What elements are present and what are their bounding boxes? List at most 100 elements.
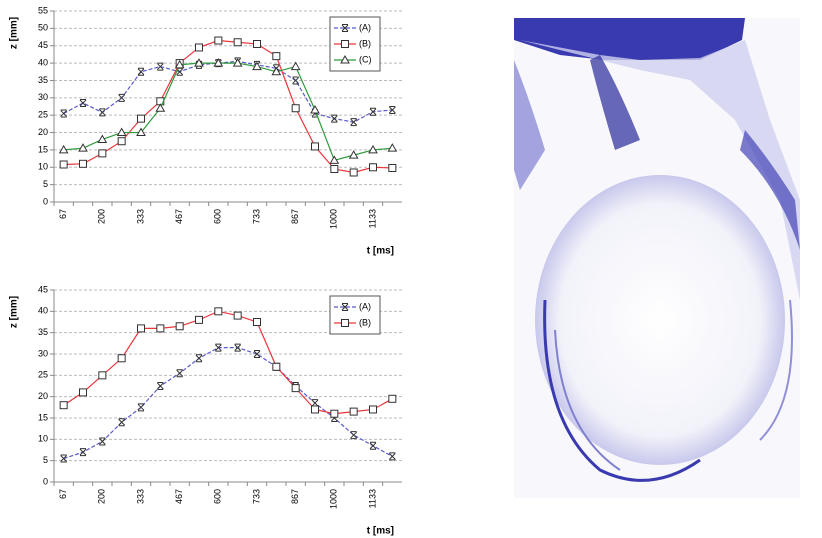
marker <box>78 143 88 152</box>
marker <box>310 104 320 114</box>
marker <box>349 407 358 416</box>
x-tick-label: 733 <box>251 209 261 224</box>
marker <box>234 343 242 352</box>
marker <box>60 454 68 463</box>
marker <box>232 58 243 67</box>
photo <box>514 18 800 498</box>
x-tick-label: 733 <box>251 489 261 504</box>
marker <box>341 303 349 311</box>
marker <box>330 409 339 418</box>
marker <box>214 343 222 352</box>
y-tick-label: 0 <box>43 196 48 206</box>
y-tick-label: 45 <box>38 284 48 294</box>
marker <box>311 142 319 151</box>
marker <box>272 52 281 61</box>
x-axis-label: t [ms] <box>367 526 394 537</box>
marker <box>176 67 184 76</box>
marker <box>116 127 127 137</box>
marker <box>350 118 358 127</box>
marker <box>340 54 350 64</box>
x-tick-label: 67 <box>58 209 68 219</box>
marker <box>330 114 338 123</box>
marker <box>98 371 107 380</box>
legend-label: (C) <box>359 54 372 64</box>
marker <box>330 414 338 422</box>
marker <box>117 354 126 363</box>
y-tick-label: 40 <box>38 306 48 316</box>
x-tick-label: 1000 <box>329 209 339 229</box>
y-tick-label: 5 <box>43 455 48 465</box>
marker <box>137 67 145 76</box>
marker <box>329 155 340 164</box>
legend: (A) (B) <box>329 295 381 335</box>
marker <box>195 354 203 363</box>
y-tick-label: 50 <box>38 23 48 33</box>
marker <box>272 362 281 371</box>
marker <box>79 448 87 457</box>
y-axis-label: z [mm] <box>9 296 20 328</box>
y-tick-label: 35 <box>38 75 48 85</box>
x-tick-label: 1000 <box>329 489 339 509</box>
marker <box>233 311 242 320</box>
y-tick-label: 25 <box>38 110 48 120</box>
marker <box>174 59 185 69</box>
marker <box>195 43 203 52</box>
marker <box>341 40 349 48</box>
marker <box>98 149 107 158</box>
marker <box>79 388 87 397</box>
marker <box>194 58 204 67</box>
y-tick-label: 35 <box>38 327 48 337</box>
y-tick-label: 55 <box>38 5 48 15</box>
legend-label: (A) <box>359 301 371 311</box>
marker <box>369 163 377 172</box>
x-tick-label: 67 <box>58 489 68 499</box>
marker <box>58 144 69 154</box>
marker <box>175 322 184 331</box>
marker <box>388 394 397 403</box>
marker <box>136 127 146 137</box>
x-tick-label: 467 <box>174 489 184 504</box>
y-axis-label: z [mm] <box>9 17 20 49</box>
marker <box>388 163 397 172</box>
marker <box>156 62 164 71</box>
x-tick-label: 333 <box>135 489 145 504</box>
y-tick-label: 10 <box>38 162 48 172</box>
marker <box>233 38 242 47</box>
marker <box>291 104 300 113</box>
y-tick-label: 0 <box>43 476 48 486</box>
marker <box>137 403 145 412</box>
y-tick-label: 15 <box>38 144 48 154</box>
marker <box>137 114 145 123</box>
x-tick-label: 200 <box>97 209 107 224</box>
marker <box>369 405 377 414</box>
marker <box>98 437 106 446</box>
x-tick-label: 600 <box>213 489 223 504</box>
marker <box>214 307 223 316</box>
x-tick-label: 1133 <box>367 489 377 508</box>
y-tick-label: 10 <box>38 434 48 444</box>
series-line <box>63 60 393 123</box>
series-line <box>63 347 393 460</box>
x-tick-label: 600 <box>213 209 223 224</box>
marker <box>59 401 68 410</box>
marker <box>214 36 223 45</box>
y-tick-label: 20 <box>38 391 48 401</box>
marker <box>388 105 396 114</box>
marker <box>176 369 184 378</box>
y-tick-label: 30 <box>38 348 48 358</box>
marker <box>253 318 261 326</box>
marker <box>348 150 359 159</box>
marker <box>118 93 126 102</box>
legend-label: (A) <box>359 22 371 32</box>
y-tick-label: 30 <box>38 92 48 102</box>
marker <box>118 418 126 427</box>
marker <box>292 76 300 85</box>
x-tick-label: 200 <box>97 489 107 504</box>
marker <box>156 382 164 390</box>
marker <box>311 399 319 408</box>
marker <box>155 103 166 112</box>
legend-box <box>329 295 381 335</box>
marker <box>79 99 87 108</box>
marker <box>156 324 165 333</box>
